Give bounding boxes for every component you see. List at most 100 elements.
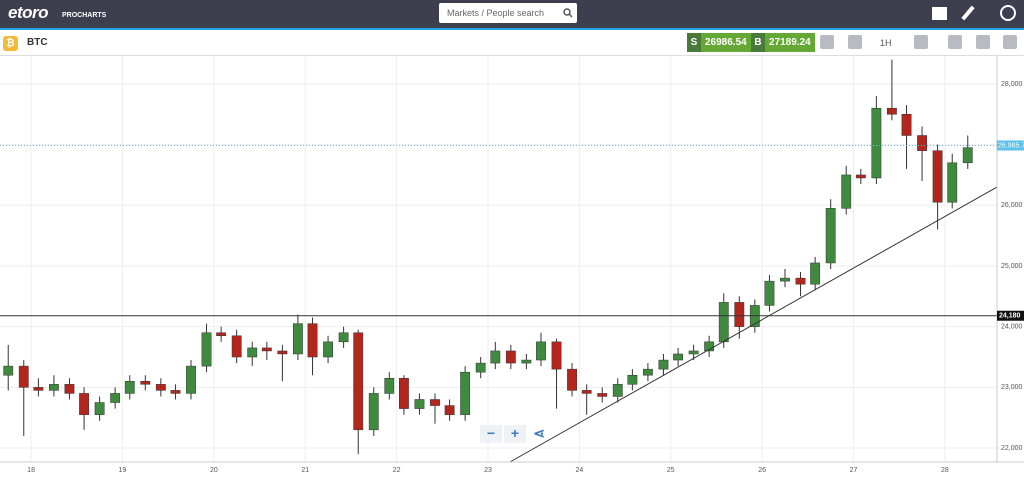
x-tick-label: 27 xyxy=(850,467,858,474)
candle-body xyxy=(110,393,121,403)
search-box[interactable]: Markets / People search xyxy=(439,3,577,23)
logo[interactable]: etoro xyxy=(8,3,49,22)
x-tick-label: 23 xyxy=(484,467,492,474)
candle-body xyxy=(627,374,638,385)
candle-body xyxy=(688,350,699,355)
hline-label: 24,180 xyxy=(999,313,1021,320)
candle-body xyxy=(33,387,44,391)
search-icon xyxy=(563,8,573,18)
indicator-tool[interactable] xyxy=(948,35,962,49)
candle-body xyxy=(536,341,546,361)
candle-body xyxy=(261,347,272,352)
candle-body xyxy=(521,359,532,364)
candle-body xyxy=(810,262,821,285)
fullscreen-tool[interactable] xyxy=(1003,35,1017,49)
candle-body xyxy=(795,277,806,285)
candle-body xyxy=(475,362,486,373)
y-tick-label: 28,000 xyxy=(1001,81,1023,88)
plot-area xyxy=(0,56,998,463)
price-axis xyxy=(997,56,1024,462)
coin-icon: ₿ xyxy=(3,36,18,51)
x-tick-label: 28 xyxy=(941,467,949,474)
candle-body xyxy=(353,332,364,431)
candle-body xyxy=(597,393,608,397)
candle-body xyxy=(323,341,333,358)
candle-body xyxy=(718,302,729,343)
share[interactable]: ⋖ xyxy=(533,425,545,441)
settings-tool[interactable] xyxy=(976,35,990,49)
candle-body xyxy=(231,335,242,358)
candle-body xyxy=(293,323,303,355)
candle-body xyxy=(277,350,288,355)
x-tick-label: 18 xyxy=(27,467,35,474)
zoom-in[interactable]: + xyxy=(504,425,526,443)
candle-body xyxy=(490,350,501,364)
candle-body xyxy=(124,381,135,394)
x-tick-label: 19 xyxy=(119,467,127,474)
candle-body xyxy=(551,341,562,370)
account-icon[interactable] xyxy=(1000,5,1016,21)
candle-body xyxy=(917,135,927,151)
candle-body xyxy=(643,368,653,376)
candle-body xyxy=(962,147,973,164)
candle-body xyxy=(155,384,166,391)
x-tick-label: 21 xyxy=(301,467,309,474)
candle-body xyxy=(216,332,227,337)
candle-body xyxy=(734,302,745,327)
candle-body xyxy=(430,399,440,406)
layout-icon[interactable] xyxy=(932,7,947,20)
candle-body xyxy=(201,332,212,367)
candle-body xyxy=(855,174,866,179)
x-tick-label: 26 xyxy=(758,467,766,474)
last-price-box xyxy=(997,140,1024,151)
x-tick-label: 25 xyxy=(667,467,675,474)
symbol: BTC xyxy=(27,37,48,48)
candle-body xyxy=(247,347,258,358)
candle-body xyxy=(414,399,425,409)
candle-body xyxy=(140,381,151,385)
candle-body xyxy=(3,365,14,376)
draw-icon[interactable] xyxy=(961,5,975,21)
sell-price: 26986.54 xyxy=(701,33,751,52)
y-tick-label: 24,000 xyxy=(1001,324,1023,331)
candle-body xyxy=(384,378,395,394)
y-tick-label: 26,000 xyxy=(1001,202,1023,209)
y-tick-label: 25,000 xyxy=(1001,263,1023,270)
zoom-out[interactable]: − xyxy=(480,425,502,443)
candle-body xyxy=(79,393,89,415)
candle-body xyxy=(567,368,577,391)
sell-button[interactable]: S 26986.54 xyxy=(687,33,751,52)
candles-tool[interactable] xyxy=(914,35,928,49)
candle-body xyxy=(871,107,882,179)
candle-body xyxy=(18,365,29,388)
buy-button[interactable]: B 27189.24 xyxy=(751,33,815,52)
candle-body xyxy=(338,332,349,343)
chart-type-tool[interactable] xyxy=(848,35,862,49)
candle-body xyxy=(673,353,683,361)
price-chart: 18 19 20 21 22 23 24 25 26 27 28 22,000 23,000 24,000… xyxy=(0,56,1024,474)
candle-body xyxy=(399,378,409,409)
candle-body xyxy=(932,150,943,203)
crosshair-tool[interactable] xyxy=(820,35,834,49)
last-price-label: 26,985.7 xyxy=(998,142,1024,149)
candle-body xyxy=(186,365,196,394)
sell-label: S xyxy=(687,33,701,52)
x-tick-label: 22 xyxy=(393,467,401,474)
candle-body xyxy=(764,280,775,306)
candle-body xyxy=(841,174,852,209)
trend-line xyxy=(509,186,998,463)
candle-body xyxy=(368,393,379,431)
candle-body xyxy=(901,114,912,136)
logo-sub: PROCHARTS xyxy=(62,12,107,19)
zoom-controls: − + ⋖ xyxy=(480,425,550,443)
interval[interactable]: 1H xyxy=(880,38,892,48)
buy-label: B xyxy=(751,33,765,52)
x-tick-label: 20 xyxy=(210,467,218,474)
candle-body xyxy=(49,384,59,391)
instrument-bar: ₿ BTC S 26986.54 B 27189.24 1H xyxy=(0,30,1024,56)
candle-body xyxy=(612,384,623,397)
candle-body xyxy=(581,390,592,394)
x-tick-label: 24 xyxy=(575,467,583,474)
y-tick-label: 23,000 xyxy=(1001,384,1023,391)
